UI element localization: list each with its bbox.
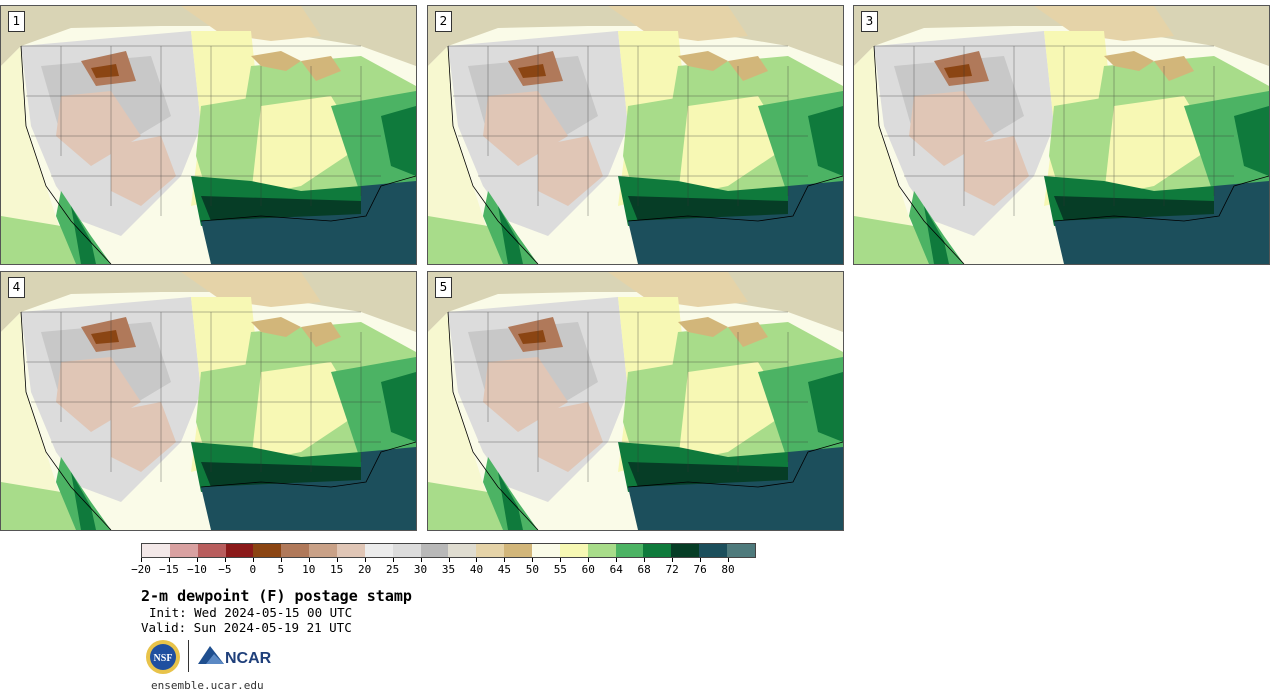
colorbar-tick-label: −5 bbox=[218, 563, 232, 576]
colorbar-tick-mark bbox=[364, 558, 366, 562]
colorbar-tick-mark bbox=[280, 558, 282, 562]
dewpoint-map bbox=[1, 272, 416, 530]
ensemble-member-map-4: 4 bbox=[0, 271, 417, 531]
colorbar-tick-mark bbox=[336, 558, 338, 562]
colorbar-tick-mark bbox=[224, 558, 226, 562]
colorbar-swatch bbox=[727, 544, 755, 557]
colorbar-tick-mark bbox=[728, 558, 730, 562]
colorbar-swatch bbox=[532, 544, 560, 557]
colorbar-tick-mark bbox=[504, 558, 506, 562]
valid-time: Valid: Sun 2024-05-19 21 UTC bbox=[141, 620, 352, 635]
nsf-logo-text: NSF bbox=[154, 653, 173, 664]
colorbar-tick-mark bbox=[644, 558, 646, 562]
dewpoint-colorbar bbox=[141, 543, 756, 558]
colorbar-swatch bbox=[643, 544, 672, 557]
colorbar-tick-label: 45 bbox=[497, 563, 512, 576]
colorbar-swatch bbox=[337, 544, 365, 557]
colorbar-swatch bbox=[559, 544, 588, 557]
dewpoint-map bbox=[1, 6, 416, 264]
colorbar-tick-label: 40 bbox=[469, 563, 484, 576]
site-url[interactable]: ensemble.ucar.edu bbox=[151, 679, 264, 692]
colorbar-tick-mark bbox=[168, 558, 170, 562]
colorbar-tick-label: 80 bbox=[721, 563, 735, 576]
colorbar-swatch bbox=[587, 544, 616, 557]
member-number-label: 2 bbox=[435, 11, 452, 32]
nsf-logo: NSF bbox=[146, 640, 180, 674]
ensemble-member-map-5: 5 bbox=[427, 271, 844, 531]
ncar-logo-text: NCAR bbox=[225, 650, 272, 667]
ensemble-member-map-1: 1 bbox=[0, 5, 417, 265]
colorbar-tick-label: 64 bbox=[609, 563, 623, 576]
colorbar-tick-label: 55 bbox=[553, 563, 567, 576]
colorbar-tick-mark bbox=[420, 558, 422, 562]
dewpoint-map bbox=[428, 6, 843, 264]
colorbar-tick-labels: −20 −15 −10 −5 0 5 10 15 20 25 30 35 40 45 50 55 60 64 68 7… bbox=[131, 563, 756, 577]
colorbar-tick-mark bbox=[392, 558, 394, 562]
colorbar-tick-mark bbox=[616, 558, 618, 562]
colorbar-swatch bbox=[420, 544, 449, 557]
colorbar-swatch bbox=[671, 544, 700, 557]
colorbar-swatch bbox=[392, 544, 421, 557]
colorbar-tick-label: 68 bbox=[637, 563, 651, 576]
colorbar-swatch bbox=[309, 544, 338, 557]
colorbar-tick-label: 20 bbox=[358, 563, 372, 576]
colorbar-swatch bbox=[169, 544, 198, 557]
colorbar-tick-label: 60 bbox=[581, 563, 595, 576]
colorbar-swatch bbox=[615, 544, 644, 557]
colorbar-tick-label: 35 bbox=[441, 563, 456, 576]
colorbar-swatch bbox=[253, 544, 282, 557]
colorbar-swatch bbox=[476, 544, 505, 557]
colorbar-tick-mark bbox=[588, 558, 590, 562]
colorbar-swatch bbox=[142, 544, 170, 557]
colorbar-tick-mark bbox=[672, 558, 674, 562]
colorbar-tick-mark bbox=[196, 558, 198, 562]
colorbar-tick-mark bbox=[560, 558, 562, 562]
colorbar-tick-label: 76 bbox=[693, 563, 707, 576]
colorbar-tick-label: 10 bbox=[302, 563, 316, 576]
ncar-logo: NCAR bbox=[198, 646, 272, 667]
colorbar-tick-label: −15 bbox=[159, 563, 179, 576]
ensemble-member-map-3: 3 bbox=[853, 5, 1270, 265]
member-number-label: 5 bbox=[435, 277, 452, 298]
init-time: Init: Wed 2024-05-15 00 UTC bbox=[149, 605, 353, 620]
colorbar-tick-label: 5 bbox=[277, 563, 285, 576]
colorbar-tick-mark bbox=[700, 558, 702, 562]
colorbar-tick-label: −20 bbox=[131, 563, 151, 576]
colorbar-swatch bbox=[504, 544, 533, 557]
colorbar-tick-label: 25 bbox=[385, 563, 400, 576]
logo-divider bbox=[188, 640, 189, 672]
colorbar-tick-label: 0 bbox=[249, 563, 257, 576]
colorbar-tick-mark bbox=[448, 558, 450, 562]
dewpoint-map bbox=[428, 272, 843, 530]
colorbar-swatch bbox=[699, 544, 728, 557]
colorbar-tick-mark bbox=[308, 558, 310, 562]
colorbar-tick-mark bbox=[252, 558, 254, 562]
colorbar-tick-label: −10 bbox=[186, 563, 207, 576]
colorbar-swatch bbox=[448, 544, 477, 557]
colorbar-tick-mark bbox=[141, 558, 142, 562]
colorbar-swatch bbox=[197, 544, 226, 557]
page-title: 2-m dewpoint (F) postage stamp bbox=[141, 587, 412, 605]
member-number-label: 4 bbox=[8, 277, 25, 298]
colorbar-tick-mark bbox=[532, 558, 534, 562]
colorbar-swatch bbox=[281, 544, 310, 557]
colorbar-swatch bbox=[225, 544, 254, 557]
dewpoint-map bbox=[854, 6, 1269, 264]
colorbar-tick-mark bbox=[476, 558, 478, 562]
colorbar-swatch bbox=[364, 544, 393, 557]
colorbar-tick-label: 15 bbox=[330, 563, 344, 576]
member-number-label: 1 bbox=[8, 11, 25, 32]
ensemble-member-map-2: 2 bbox=[427, 5, 844, 265]
member-number-label: 3 bbox=[861, 11, 878, 32]
colorbar-tick-label: 50 bbox=[525, 563, 539, 576]
colorbar-tick-label: 72 bbox=[665, 563, 679, 576]
colorbar-tick-label: 30 bbox=[413, 563, 428, 576]
